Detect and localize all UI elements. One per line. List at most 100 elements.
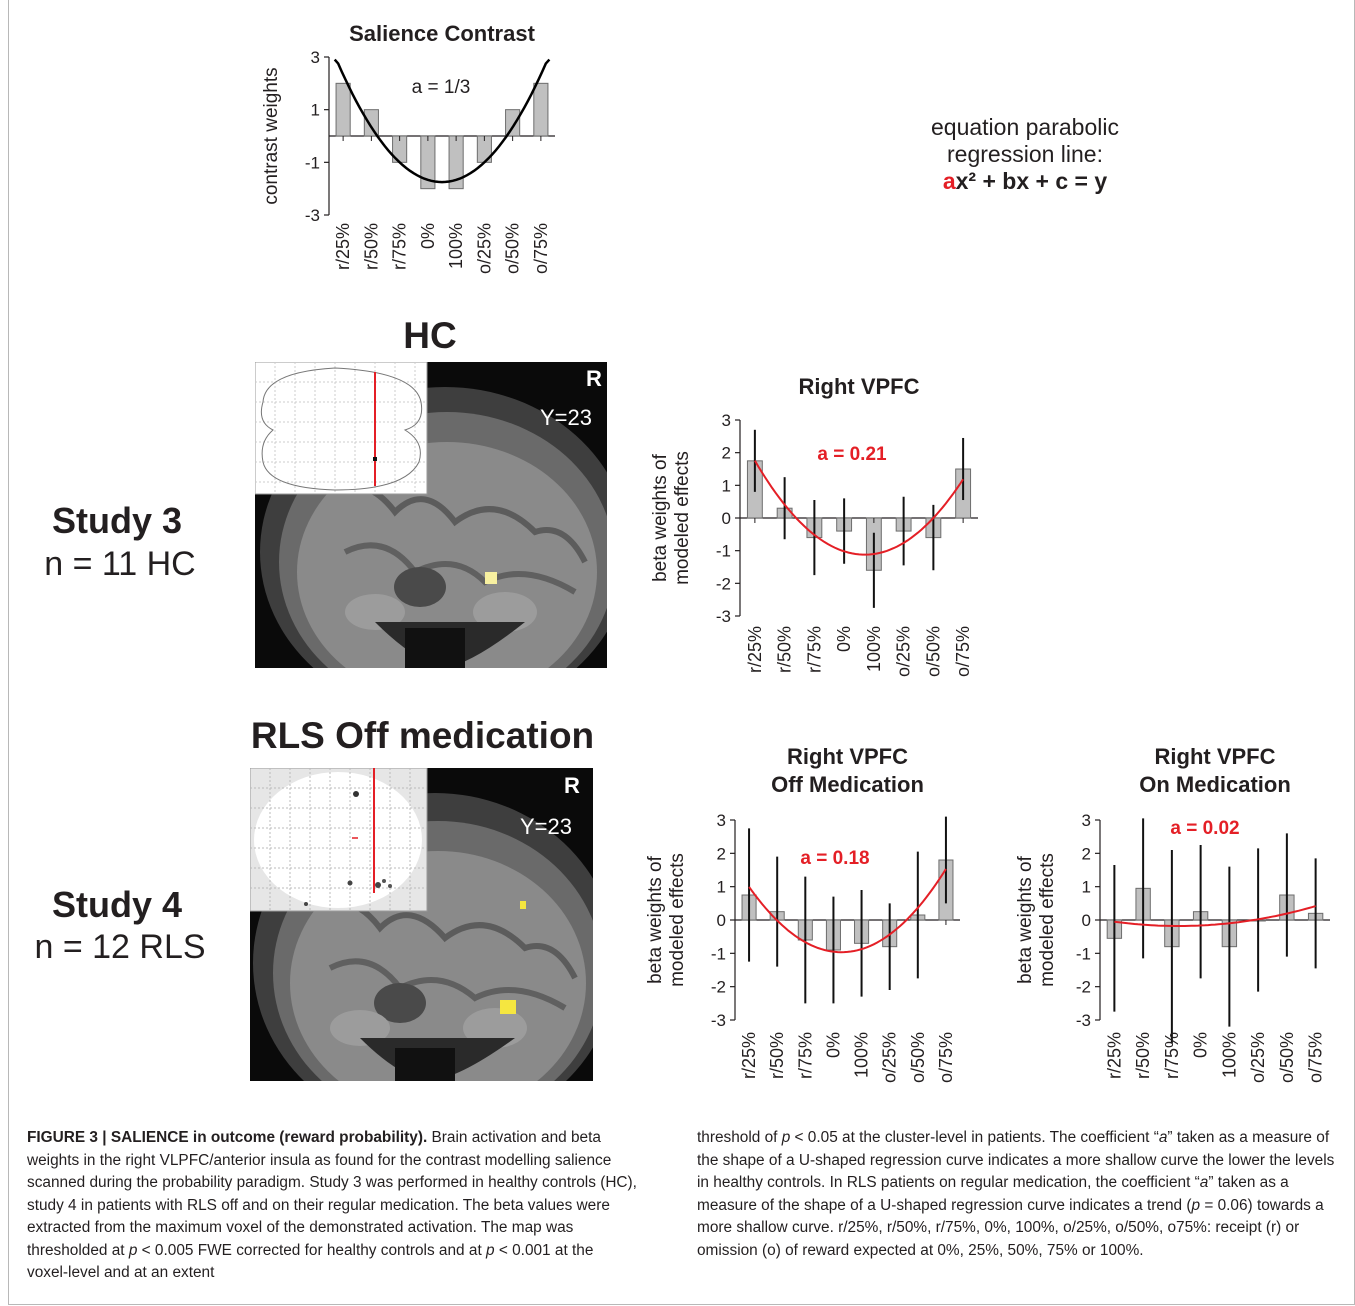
x-tick-label: r/75% bbox=[795, 1032, 815, 1079]
equation-coefficient-a: a bbox=[942, 168, 956, 194]
y-tick-label: -1 bbox=[711, 944, 726, 963]
x-tick-label: 100% bbox=[852, 1032, 872, 1078]
coefficient-annotation: a = 0.21 bbox=[817, 444, 887, 465]
activation-cluster-large bbox=[500, 1000, 516, 1014]
y-tick-label: -2 bbox=[711, 978, 726, 997]
y-tick-label: 3 bbox=[311, 48, 320, 67]
caption-right-p2: p bbox=[1191, 1196, 1201, 1214]
caption-right-c: ” taken as a measure of the shape of a U… bbox=[697, 1174, 1289, 1214]
study-3-title: Study 3 bbox=[51, 500, 183, 541]
x-tick-label: r/75% bbox=[390, 223, 410, 270]
study-3-subtitle: n = 11 HC bbox=[44, 545, 196, 583]
y-axis-label: modeled effects bbox=[1037, 853, 1058, 987]
y-tick-label: -1 bbox=[716, 542, 731, 561]
rls-map-title: RLS Off medication bbox=[250, 715, 595, 756]
y-axis-label: beta weights of bbox=[650, 453, 671, 582]
y-tick-label: 0 bbox=[722, 509, 731, 528]
x-tick-label: r/50% bbox=[775, 626, 795, 673]
brain-slice-rls-drawing bbox=[250, 768, 593, 1081]
caption-left-text: Brain activation and beta weights in the… bbox=[27, 1129, 637, 1259]
chart-title: On Medication bbox=[1139, 772, 1291, 797]
regression-curve bbox=[754, 460, 964, 556]
chart-title: Off Medication bbox=[771, 772, 924, 797]
right-vpfc-chart: Right VPFC beta weights of modeled effects… bbox=[650, 374, 978, 677]
equation-rest: x² + bx + c = y bbox=[955, 168, 1108, 194]
y-tick-label: 1 bbox=[311, 101, 320, 120]
regression-curve bbox=[748, 868, 947, 954]
y-tick-label: 2 bbox=[717, 844, 726, 863]
y-tick-label: 2 bbox=[1082, 844, 1091, 863]
right-vpfc-on-medication-chart: Right VPFC On Medication beta weights of mo… bbox=[1015, 744, 1330, 1083]
x-tick-label: r/75% bbox=[1162, 1032, 1182, 1079]
chart-title: Right VPFC bbox=[787, 744, 908, 769]
caption-right-p1: p bbox=[781, 1129, 791, 1146]
chart-bar bbox=[505, 109, 521, 137]
brain-slice-rls bbox=[250, 768, 593, 1081]
y-tick-label: 0 bbox=[1082, 911, 1091, 930]
y-tick-label: 1 bbox=[1082, 878, 1091, 897]
y-tick-label: -3 bbox=[305, 206, 320, 225]
y-tick-label: 1 bbox=[722, 476, 731, 495]
chart-bar bbox=[335, 82, 351, 137]
x-tick-label: r/50% bbox=[767, 1032, 787, 1079]
study-4-title: Study 4 bbox=[51, 884, 183, 925]
y-axis-label: beta weights of bbox=[1015, 855, 1036, 984]
caption-left-end: < 0.001 at the voxel-level and at an ext… bbox=[27, 1241, 594, 1282]
activation-cluster bbox=[485, 572, 497, 584]
chart-title: Right VPFC bbox=[799, 374, 920, 399]
salience-contrast-chart: Salience Contrast contrast weights 3 1 -1 -3 r… bbox=[261, 21, 555, 274]
figure-frame bbox=[8, 0, 1355, 1305]
y-axis-label: modeled effects bbox=[672, 451, 693, 585]
y-tick-label: -2 bbox=[716, 574, 731, 593]
brain-slice-hc-drawing bbox=[255, 362, 607, 668]
caption-right-d: = 0.06) towards a more shallow curve. r/… bbox=[697, 1196, 1324, 1259]
y-tick-label: 0 bbox=[717, 911, 726, 930]
caption-right-a2: a bbox=[1199, 1174, 1209, 1191]
x-tick-label: 0% bbox=[418, 223, 438, 249]
hc-slice-label: Y=23 bbox=[540, 405, 592, 430]
x-tick-label: r/50% bbox=[1133, 1032, 1153, 1079]
equation-formula: ax² + bx + c = y bbox=[880, 168, 1170, 195]
rls-slice-label: Y=23 bbox=[520, 814, 572, 839]
x-tick-label: o/50% bbox=[923, 626, 943, 677]
x-tick-label: 0% bbox=[1191, 1032, 1211, 1058]
y-axis-label: modeled effects bbox=[667, 853, 688, 987]
caption-left-mid: < 0.005 FWE corrected for healthy contro… bbox=[137, 1241, 486, 1259]
right-vpfc-off-medication-chart: Right VPFC Off Medication beta weights of m… bbox=[645, 744, 960, 1083]
x-tick-label: 100% bbox=[446, 223, 466, 269]
regression-curve bbox=[333, 58, 551, 184]
y-tick-label: -3 bbox=[716, 607, 731, 626]
x-tick-label: r/50% bbox=[361, 223, 381, 270]
x-tick-label: 100% bbox=[1219, 1032, 1239, 1078]
chart-title: Salience Contrast bbox=[349, 21, 536, 46]
activation-cluster-small bbox=[520, 901, 526, 909]
caption-left: FIGURE 3 | SALIENCE in outcome (reward p… bbox=[27, 1127, 637, 1285]
brain-slice-hc bbox=[255, 362, 607, 668]
y-tick-label: -3 bbox=[711, 1011, 726, 1030]
x-tick-label: o/25% bbox=[880, 1032, 900, 1083]
hc-map-title: HC bbox=[403, 315, 457, 356]
y-tick-label: 3 bbox=[1082, 811, 1091, 830]
x-tick-label: 0% bbox=[834, 626, 854, 652]
y-tick-label: 2 bbox=[722, 444, 731, 463]
equation-block: equation parabolic regression line: ax² … bbox=[880, 114, 1170, 195]
coefficient-annotation: a = 1/3 bbox=[412, 77, 471, 98]
y-tick-label: -1 bbox=[305, 153, 320, 172]
study-4-subtitle: n = 12 RLS bbox=[34, 928, 206, 966]
x-tick-label: r/25% bbox=[739, 1032, 759, 1079]
x-tick-label: o/50% bbox=[503, 223, 523, 274]
y-tick-label: 3 bbox=[717, 811, 726, 830]
x-tick-label: o/75% bbox=[531, 223, 551, 274]
regression-curve bbox=[1114, 905, 1316, 927]
x-tick-label: o/50% bbox=[908, 1032, 928, 1083]
chart-title: Right VPFC bbox=[1155, 744, 1276, 769]
y-tick-label: -3 bbox=[1076, 1011, 1091, 1030]
coefficient-annotation: a = 0.02 bbox=[1170, 818, 1239, 839]
x-tick-label: r/25% bbox=[333, 223, 353, 270]
x-tick-label: o/50% bbox=[1277, 1032, 1297, 1083]
rls-side-label: R bbox=[564, 773, 580, 798]
caption-right-a: < 0.05 at the cluster-level in patients.… bbox=[790, 1129, 1159, 1146]
caption-right-a1: a bbox=[1158, 1129, 1168, 1146]
x-tick-label: r/25% bbox=[745, 626, 765, 673]
x-tick-label: 0% bbox=[823, 1032, 843, 1058]
